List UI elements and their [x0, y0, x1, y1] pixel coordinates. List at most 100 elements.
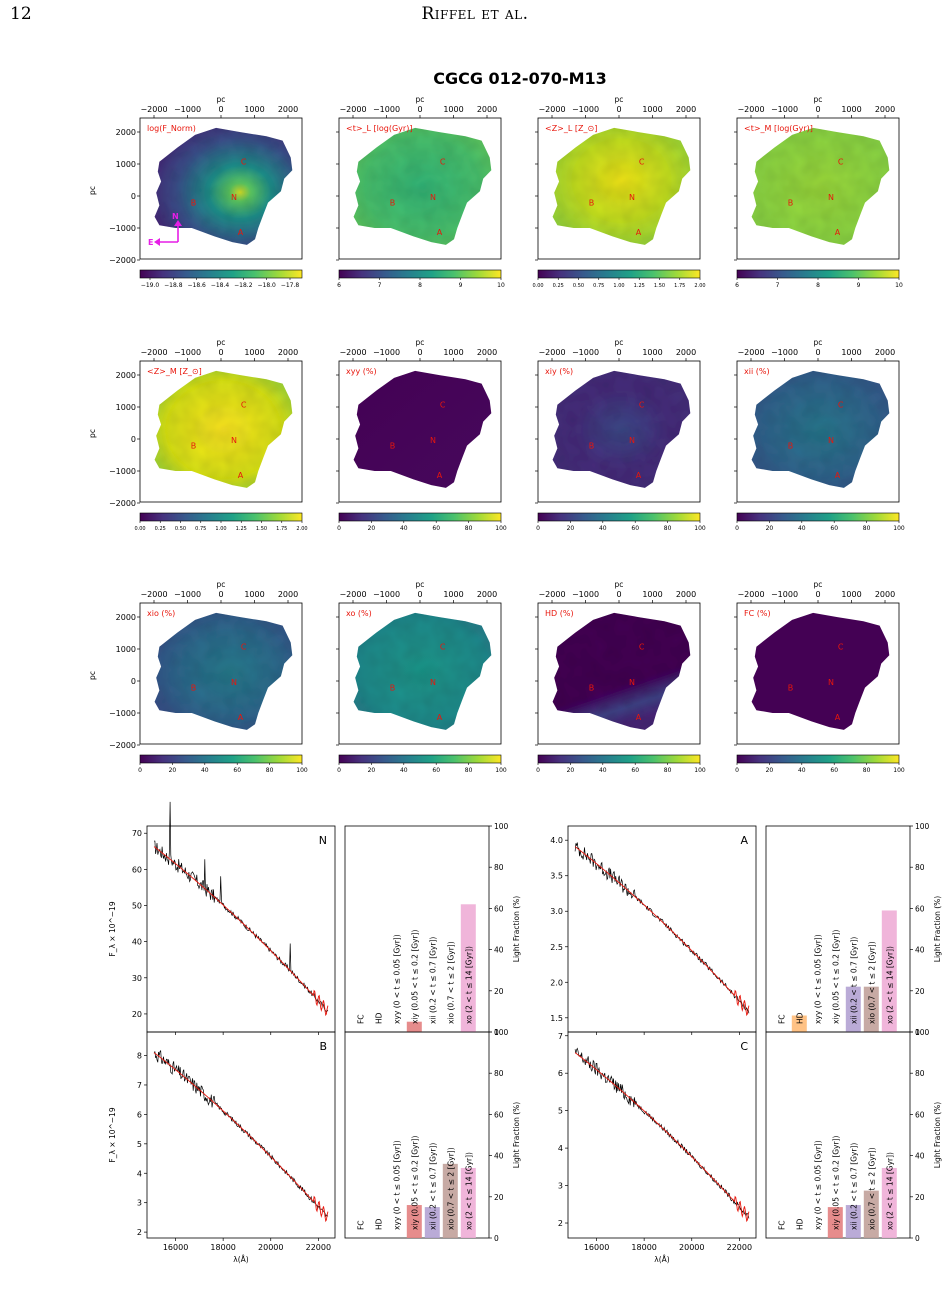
colorbar-tick-label: 60	[830, 767, 838, 774]
map-x-tick-label: −2000	[737, 590, 764, 599]
map-quantity-label: <t>_L [log(Gyr)]	[346, 124, 412, 133]
light-fraction-panel: 0 20 40 60 80 100 Light Fraction (%) FC HD xyy (0…	[765, 822, 942, 1037]
colorbar-tick-label: 0.75	[593, 283, 604, 289]
map-x-tick-label: −2000	[538, 590, 565, 599]
spectrum-y-tick-label: 6	[137, 1110, 142, 1119]
map-field	[154, 612, 293, 730]
region-label: A	[238, 228, 244, 237]
light-fraction-bar	[406, 1021, 422, 1032]
colorbar-tick-label: 7	[776, 282, 780, 289]
map-x-tick-label: 0	[815, 348, 820, 357]
region-label: N	[430, 678, 436, 687]
bar-y-tick-label: 0	[915, 1234, 920, 1243]
colorbar-tick-label: −18.2	[234, 282, 253, 289]
map-quantity-label: <t>_M [log(Gyr)]	[744, 124, 813, 133]
map-x-tick-label: 1000	[244, 590, 264, 599]
colorbar-tick-label: 40	[599, 525, 607, 532]
spectrum-x-axis-label: λ(Å)	[233, 1255, 248, 1264]
bar-y-axis-label: Light Fraction (%)	[512, 1102, 521, 1168]
region-label: N	[629, 678, 635, 687]
map-y-tick-label: −1000	[109, 467, 136, 476]
region-label: A	[437, 713, 443, 722]
colorbar-tick-label: 0.50	[175, 526, 186, 532]
map-x-tick-label: −2000	[737, 105, 764, 114]
bar-category-label: xyy (0 < t ≤ 0.05 [Gyr])	[813, 1140, 822, 1230]
region-label: C	[241, 643, 247, 652]
region-label: B	[788, 198, 794, 207]
map-top-axis-label: pc	[217, 95, 226, 104]
region-label: B	[191, 198, 197, 207]
running-head: Riffel et al.	[421, 4, 529, 24]
map-x-tick-label: 2000	[278, 105, 298, 114]
colorbar-tick-label: 0	[735, 767, 739, 774]
spectrum-y-tick-label: 3	[137, 1199, 142, 1208]
map-x-tick-label: 0	[218, 348, 223, 357]
map-x-tick-label: 2000	[875, 105, 895, 114]
colorbar	[736, 269, 900, 279]
colorbar-tick-label: 40	[400, 767, 408, 774]
map-panel: pc −2000 −1000 0 1000 2000 xii (%) C B N A 0 20 40 60 8…	[734, 338, 905, 532]
map-y-tick-label: 0	[131, 435, 136, 444]
map-y-tick-label: −1000	[109, 709, 136, 718]
region-label: A	[835, 228, 841, 237]
colorbar	[338, 269, 502, 279]
colorbar-tick-label: 9	[459, 282, 463, 289]
region-label: N	[828, 678, 834, 687]
spectrum-x-tick-label: 22000	[727, 1243, 752, 1252]
map-panel: pc −2000 −1000 0 1000 2000 FC (%) C B N A 0 20 40 60 80…	[734, 580, 905, 774]
colorbar-tick-label: 20	[567, 525, 575, 532]
map-x-tick-label: −2000	[538, 105, 565, 114]
spectrum-frame	[146, 825, 336, 1033]
map-x-tick-label: 2000	[676, 348, 696, 357]
model-spectrum-line	[574, 1052, 750, 1223]
colorbar-tick-label: 80	[664, 525, 672, 532]
colorbar-tick-label: 100	[495, 767, 507, 774]
bar-y-tick-label: 20	[494, 987, 504, 996]
bar-y-axis-label: Light Fraction (%)	[512, 896, 521, 962]
colorbar-tick-label: −18.0	[257, 282, 276, 289]
region-label: N	[828, 436, 834, 445]
map-x-tick-label: −1000	[174, 348, 201, 357]
region-label: N	[629, 193, 635, 202]
region-label: N	[231, 436, 237, 445]
map-x-tick-label: −2000	[737, 348, 764, 357]
map-x-tick-label: 2000	[477, 348, 497, 357]
colorbar-tick-label: 100	[694, 767, 706, 774]
page-header: 12 Riffel et al.	[0, 0, 950, 40]
map-y-tick-label: 1000	[116, 403, 136, 412]
map-x-tick-label: 0	[616, 590, 621, 599]
colorbar-tick-label: 2.00	[694, 283, 705, 289]
map-panel: pc −2000 −1000 0 1000 2000 xo (%) C B N A 0 20 40 60 80…	[336, 580, 507, 774]
bar-category-label: HD	[374, 1012, 383, 1024]
colorbar-tick-label: 80	[863, 767, 871, 774]
observed-spectrum-line	[153, 1049, 329, 1217]
observed-spectrum-line	[574, 842, 750, 1014]
map-x-tick-label: −2000	[339, 590, 366, 599]
map-y-axis-label: pc	[88, 671, 97, 680]
colorbar-tick-label: 1.00	[215, 526, 226, 532]
region-label: B	[191, 683, 197, 692]
spectrum-y-tick-label: 2	[558, 1219, 563, 1228]
spectrum-x-tick-label: 18000	[631, 1243, 656, 1252]
colorbar-tick-label: 0.25	[155, 526, 166, 532]
bar-category-label: xiy (0.05 < t ≤ 0.2 [Gyr])	[410, 1135, 419, 1230]
light-fraction-bar	[791, 1015, 807, 1032]
bar-y-tick-label: 100	[915, 1028, 930, 1037]
bar-category-label: xio (0.7 < t ≤ 2 [Gyr])	[867, 941, 876, 1024]
colorbar	[736, 512, 900, 522]
figure-title: CGCG 012-070-M13	[433, 69, 607, 88]
spectrum-frame	[146, 1031, 336, 1239]
map-quantity-label: <Z>_M [Z_⊙]	[147, 367, 202, 376]
spectrum-region-label: N	[319, 834, 327, 847]
map-field	[751, 127, 890, 245]
bar-category-label: FC	[777, 1220, 786, 1230]
region-label: C	[440, 643, 446, 652]
colorbar	[537, 754, 701, 764]
colorbar-tick-label: 1.50	[256, 526, 267, 532]
colorbar-tick-label: 20	[766, 525, 774, 532]
map-y-tick-label: 0	[131, 677, 136, 686]
spectrum-panel: 2 3 4 5 6 7 16000 18000 20000 22000 Cλ(Å)	[558, 1031, 757, 1264]
colorbar-tick-label: 80	[266, 767, 274, 774]
region-label: B	[390, 683, 396, 692]
